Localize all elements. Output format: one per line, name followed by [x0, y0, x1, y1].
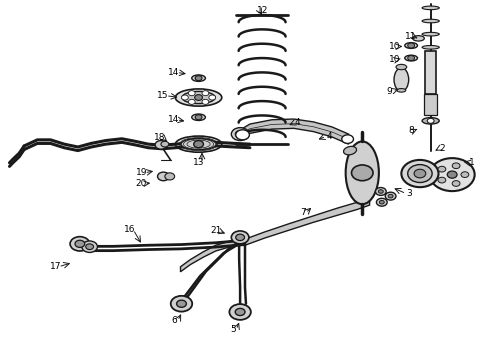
Text: 21: 21	[210, 226, 221, 235]
Circle shape	[75, 240, 85, 247]
Circle shape	[452, 181, 460, 186]
Ellipse shape	[192, 114, 205, 121]
Circle shape	[158, 172, 169, 181]
Circle shape	[378, 190, 383, 193]
Circle shape	[438, 166, 446, 172]
Circle shape	[195, 95, 202, 100]
Ellipse shape	[422, 6, 439, 10]
Circle shape	[176, 300, 186, 307]
Text: 12: 12	[257, 6, 269, 15]
Polygon shape	[245, 198, 369, 245]
Text: 11: 11	[405, 32, 417, 41]
Circle shape	[388, 194, 393, 198]
Circle shape	[181, 95, 188, 100]
Circle shape	[401, 160, 439, 187]
Text: 14: 14	[168, 115, 179, 124]
Circle shape	[209, 95, 216, 100]
Circle shape	[161, 141, 169, 147]
Circle shape	[165, 173, 174, 180]
Ellipse shape	[422, 118, 439, 124]
Ellipse shape	[175, 136, 222, 152]
Circle shape	[452, 163, 460, 168]
Circle shape	[202, 91, 209, 96]
Circle shape	[171, 296, 192, 312]
Polygon shape	[180, 238, 245, 272]
Circle shape	[447, 171, 457, 178]
Text: 19: 19	[136, 168, 147, 177]
Circle shape	[236, 234, 245, 240]
Circle shape	[86, 244, 94, 249]
Ellipse shape	[413, 36, 424, 41]
Circle shape	[414, 169, 426, 178]
Circle shape	[236, 130, 249, 140]
Text: 3: 3	[406, 189, 412, 198]
Circle shape	[235, 131, 245, 138]
Circle shape	[351, 165, 373, 181]
Circle shape	[375, 188, 386, 195]
Circle shape	[430, 158, 475, 191]
Ellipse shape	[405, 55, 417, 61]
Circle shape	[188, 99, 195, 104]
Text: 5: 5	[230, 325, 236, 334]
Ellipse shape	[422, 19, 439, 23]
Circle shape	[202, 99, 209, 104]
Text: 10: 10	[389, 55, 400, 64]
Circle shape	[438, 177, 446, 183]
Text: 2: 2	[440, 144, 445, 153]
Text: 4: 4	[295, 118, 300, 127]
Ellipse shape	[345, 141, 379, 204]
Text: 4: 4	[326, 132, 332, 141]
Text: 16: 16	[124, 225, 136, 234]
Circle shape	[194, 140, 203, 148]
Ellipse shape	[422, 45, 439, 49]
Ellipse shape	[422, 32, 439, 36]
Circle shape	[461, 172, 469, 177]
Ellipse shape	[343, 147, 357, 155]
Circle shape	[195, 76, 202, 81]
Circle shape	[427, 118, 434, 123]
Text: 7: 7	[300, 208, 306, 217]
Text: 14: 14	[168, 68, 179, 77]
Text: 10: 10	[389, 42, 400, 51]
Circle shape	[231, 231, 249, 244]
Ellipse shape	[397, 89, 406, 92]
Ellipse shape	[394, 68, 409, 91]
Circle shape	[379, 201, 384, 204]
Circle shape	[385, 192, 396, 200]
Circle shape	[70, 237, 90, 251]
Text: 1: 1	[469, 158, 475, 167]
Text: 6: 6	[172, 316, 177, 325]
Bar	[425, 51, 436, 94]
Circle shape	[235, 309, 245, 316]
Text: 15: 15	[157, 91, 169, 100]
Text: 18: 18	[154, 133, 166, 142]
Ellipse shape	[175, 89, 222, 106]
Circle shape	[231, 128, 249, 140]
Text: 8: 8	[408, 126, 414, 135]
Circle shape	[229, 304, 251, 320]
Ellipse shape	[182, 91, 215, 104]
Text: 13: 13	[194, 158, 205, 167]
Text: 9: 9	[387, 86, 392, 95]
Circle shape	[376, 198, 387, 206]
Circle shape	[408, 165, 432, 183]
Circle shape	[188, 91, 195, 96]
Circle shape	[342, 135, 353, 143]
Ellipse shape	[181, 138, 216, 150]
Ellipse shape	[405, 42, 417, 48]
Circle shape	[408, 55, 415, 60]
Text: 17: 17	[49, 262, 61, 271]
Circle shape	[408, 43, 415, 48]
Text: 20: 20	[136, 179, 147, 188]
Bar	[424, 94, 437, 116]
Circle shape	[82, 241, 98, 252]
Polygon shape	[239, 119, 348, 144]
Circle shape	[155, 140, 167, 149]
Circle shape	[195, 115, 202, 120]
Ellipse shape	[396, 64, 407, 70]
Ellipse shape	[192, 75, 205, 81]
